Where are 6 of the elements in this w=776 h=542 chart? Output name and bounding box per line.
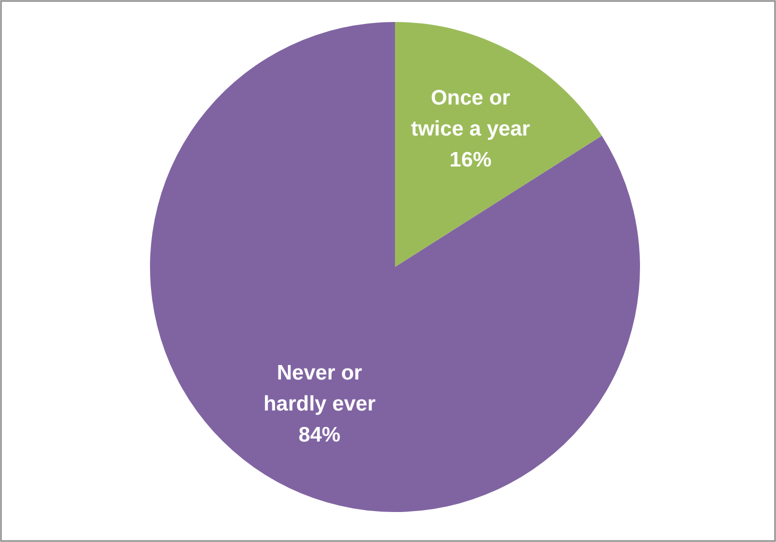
pie-slice: [395, 22, 602, 267]
slice-label: Once or twice a year: [410, 86, 530, 140]
data-label: 16%: [450, 148, 492, 172]
data-label: 84%: [298, 422, 341, 446]
slice-label: Never or hardly ever: [263, 360, 376, 415]
pie-slice: [150, 22, 640, 512]
